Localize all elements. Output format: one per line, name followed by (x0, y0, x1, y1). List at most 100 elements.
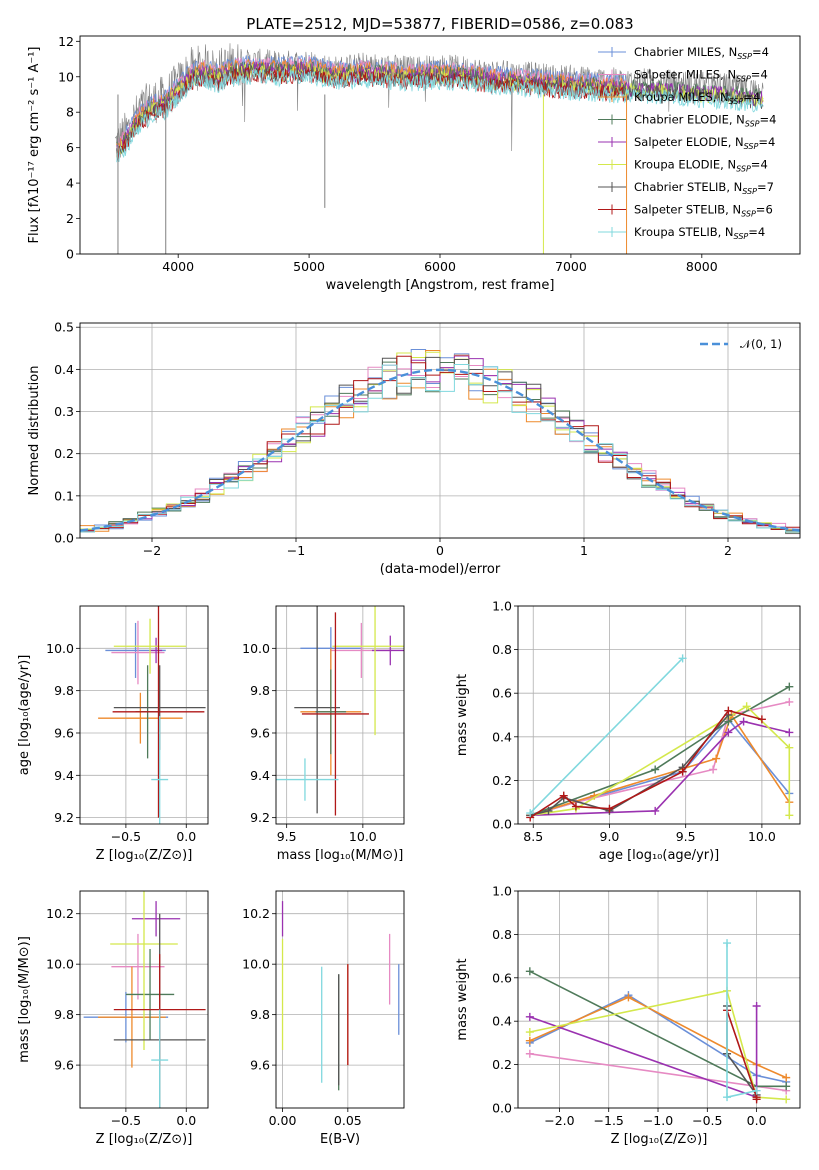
y-tick-label: 0.0 (492, 1101, 512, 1116)
panel-mass-vs-Z: −0.5 0.0 9.6 9.8 10.0 10.2 Z [log₁₀(Z/Z⊙)] mass… (17, 890, 209, 1147)
x-tick-label: −0.5 (692, 1113, 722, 1128)
x-axis-label: wavelength [Angstrom, rest frame] (326, 278, 555, 293)
x-tick-label: −2 (143, 543, 161, 558)
mass-weight-line (529, 996, 787, 1079)
axes-frame (275, 605, 405, 825)
mass-weight-line (529, 686, 790, 817)
y-tick-label: 9.8 (250, 683, 270, 698)
mass-weight-marker (544, 806, 553, 815)
legend-label: Kroupa ELODIE, NSSP=4 (634, 158, 768, 174)
legend-label: Kroupa MILES, NSSP=4 (634, 90, 760, 106)
mass-weight-marker (525, 1049, 534, 1058)
plot-area (526, 654, 794, 822)
x-tick-label: −1 (287, 543, 305, 558)
plot-area (98, 606, 206, 824)
x-tick-label: −0.5 (111, 1113, 141, 1128)
panel-residuals: −2 −1 0 1 2 0.0 0.1 0.2 0.3 0.4 0.5 (data-model)/er… (27, 320, 801, 577)
legend-label: 𝒩(0, 1) (740, 337, 782, 351)
y-tick-label: 0.0 (492, 817, 512, 832)
y-tick-label: 9.2 (54, 810, 74, 825)
mass-weight-marker (785, 728, 794, 737)
mass-weight-marker (724, 728, 733, 737)
y-tick-label: 10.0 (242, 641, 270, 656)
legend-label: Salpeter STELIB, NSSP=6 (634, 203, 773, 219)
y-tick-label: 10 (58, 69, 74, 84)
x-tick-label: 10.0 (349, 829, 377, 844)
x-axis-label: Z [log₁₀(Z/Z⊙)] (96, 1132, 193, 1147)
mass-weight-marker (525, 967, 534, 976)
panel-spectrum: 4000 5000 6000 7000 8000 0 2 4 6 8 10 12 wavelength … (27, 34, 801, 293)
mass-weight-line (529, 657, 684, 814)
mass-weight-marker (526, 809, 535, 818)
y-axis-label: mass [log₁₀(M/M⊙)] (17, 936, 32, 1063)
y-tick-label: 9.6 (250, 1058, 270, 1073)
x-tick-label: 9.5 (277, 829, 297, 844)
y-axis-label: Flux [fλ10⁻¹⁷ erg cm⁻² s⁻¹ A⁻¹] (27, 47, 42, 244)
y-tick-label: 0.8 (492, 927, 512, 942)
panel-massweight-vs-Z: −2.0 −1.5 −1.0 −0.5 0.0 0.0 0.2 0.4 0.6 0.8 1.0 Z [… (455, 884, 801, 1147)
y-tick-label: 9.6 (250, 725, 270, 740)
mass-weight-marker (785, 697, 794, 706)
y-tick-label: 0.6 (492, 970, 512, 985)
y-axis-label: Normed distribution (27, 366, 42, 496)
y-axis-label: age [log₁₀(age/yr)] (17, 655, 32, 776)
y-tick-label: 0.4 (492, 729, 512, 744)
axes-frame (517, 890, 801, 1109)
legend-label: Chabrier MILES, NSSP=4 (634, 45, 769, 61)
mass-weight-line (529, 989, 787, 1101)
x-tick-label: 0.0 (176, 1113, 196, 1128)
mass-weight-marker (757, 715, 766, 724)
mass-weight-line (726, 1010, 758, 1100)
x-tick-label: 0 (436, 543, 444, 558)
mass-weight-marker (752, 1095, 761, 1104)
y-tick-label: 9.6 (54, 725, 74, 740)
y-tick-label: 0.0 (54, 531, 74, 546)
x-tick-label: 1 (580, 543, 588, 558)
x-tick-label: −1.5 (594, 1113, 624, 1128)
y-tick-label: 8 (66, 105, 74, 120)
y-tick-label: 10.0 (46, 641, 74, 656)
mass-weight-marker (525, 1036, 534, 1045)
x-tick-label: −2.0 (544, 1113, 574, 1128)
mass-weight-marker (651, 806, 660, 815)
y-tick-label: 9.2 (250, 810, 270, 825)
y-tick-label: 0.6 (492, 686, 512, 701)
panel-age-vs-Z: −0.5 0.0 9.2 9.4 9.6 9.8 10.0 Z [log₁₀(Z/Z⊙)] ag… (17, 605, 209, 863)
axes-frame (79, 890, 209, 1109)
x-tick-label: 6000 (424, 259, 456, 274)
legend-label: Chabrier STELIB, NSSP=7 (634, 180, 774, 196)
plot-area (525, 939, 791, 1104)
mass-weight-marker (624, 993, 633, 1002)
x-axis-label: (data-model)/error (380, 562, 501, 577)
mass-weight-marker (782, 1082, 791, 1091)
x-axis-label: Z [log₁₀(Z/Z⊙)] (96, 848, 193, 863)
mass-weight-marker (678, 654, 687, 663)
y-tick-label: 9.8 (250, 1007, 270, 1022)
x-tick-label: 8000 (686, 259, 718, 274)
mass-weight-marker (651, 765, 660, 774)
mass-weight-line (530, 714, 730, 817)
y-tick-label: 0.3 (54, 404, 74, 419)
mass-weight-marker (782, 1073, 791, 1082)
x-tick-label: −1.0 (643, 1113, 673, 1128)
y-tick-label: 0.5 (54, 320, 74, 335)
panel-mass-vs-ebv: 0.00 0.05 9.6 9.8 10.0 10.2 E(B-V) (242, 890, 405, 1147)
mass-weight-marker (605, 804, 614, 813)
residual-histogram (80, 364, 800, 533)
mass-weight-marker (571, 802, 580, 811)
plot-area (80, 349, 800, 535)
figure-title: PLATE=2512, MJD=53877, FIBERID=0586, z=0… (246, 15, 633, 33)
residual-histogram (80, 356, 800, 533)
mass-weight-marker (525, 1012, 534, 1021)
x-tick-label: 0.00 (269, 1113, 297, 1128)
y-tick-label: 2 (66, 211, 74, 226)
y-axis-label: mass weight (455, 958, 470, 1040)
mass-weight-marker (752, 1002, 761, 1011)
x-axis-label: age [log₁₀(age/yr)] (599, 848, 720, 863)
x-tick-label: −0.5 (111, 829, 141, 844)
panel-massweight-vs-age: 8.5 9.0 9.5 10.0 0.0 0.2 0.4 0.6 0.8 1.0 age [log₁… (455, 599, 801, 863)
x-axis-label: mass [log₁₀(M/M⊙)] (277, 848, 404, 863)
x-tick-label: 7000 (555, 259, 587, 274)
x-tick-label: 0.0 (176, 829, 196, 844)
